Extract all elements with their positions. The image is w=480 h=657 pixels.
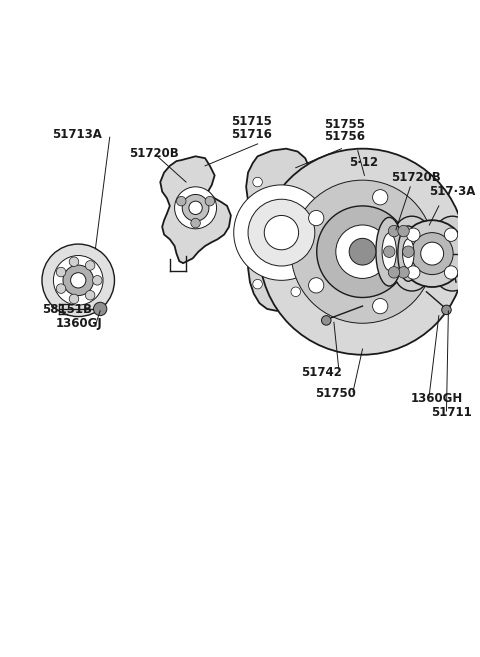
Text: 51720B: 51720B [129,147,179,160]
Circle shape [253,177,263,187]
Circle shape [388,225,400,237]
Circle shape [317,206,408,298]
Circle shape [372,190,388,205]
Text: 1360GJ: 1360GJ [55,317,102,330]
Circle shape [399,220,466,287]
Circle shape [189,201,202,214]
Text: 51713A: 51713A [52,127,102,141]
Text: 517·3A: 517·3A [429,185,476,198]
Circle shape [291,180,434,323]
Circle shape [85,290,95,300]
Ellipse shape [398,226,419,281]
Circle shape [234,185,329,281]
Circle shape [264,215,299,250]
Text: 51750: 51750 [315,387,356,400]
Circle shape [398,225,409,237]
Circle shape [412,244,427,260]
Circle shape [309,278,324,293]
Circle shape [69,294,79,304]
Circle shape [93,275,102,285]
Circle shape [309,210,324,226]
Text: 58151B: 58151B [42,304,92,316]
Circle shape [372,298,388,314]
Text: 51756: 51756 [324,129,365,143]
Circle shape [191,218,200,228]
Circle shape [175,187,216,229]
Circle shape [407,228,420,241]
Circle shape [398,267,409,278]
Circle shape [407,266,420,279]
Circle shape [435,216,469,250]
Circle shape [53,256,103,305]
Circle shape [444,266,458,279]
Circle shape [442,305,451,315]
Circle shape [349,238,376,265]
Circle shape [56,267,66,277]
Circle shape [420,242,444,265]
Circle shape [411,233,453,275]
Circle shape [336,225,389,279]
Circle shape [248,199,315,266]
Polygon shape [160,156,231,263]
Circle shape [71,273,86,288]
Circle shape [177,196,186,206]
Circle shape [291,287,300,296]
Text: 51716: 51716 [231,127,272,141]
Circle shape [260,148,466,355]
Circle shape [94,302,107,315]
Polygon shape [246,148,311,311]
Ellipse shape [382,233,396,270]
Circle shape [322,315,331,325]
Circle shape [56,284,66,294]
Text: 5·12: 5·12 [349,156,378,170]
Circle shape [42,244,115,317]
Circle shape [63,265,94,296]
Circle shape [182,194,209,221]
Circle shape [395,216,429,250]
Text: 51755: 51755 [324,118,365,131]
Text: 51720B: 51720B [391,171,441,183]
Circle shape [69,257,79,267]
Ellipse shape [403,239,414,269]
Circle shape [384,246,395,258]
Text: 1360GH: 1360GH [410,392,462,405]
Text: 51711: 51711 [431,406,472,419]
Circle shape [253,279,263,289]
Circle shape [403,246,414,258]
Text: 51715: 51715 [231,115,272,128]
Circle shape [395,257,429,291]
Ellipse shape [376,217,403,286]
Text: 51742: 51742 [301,366,342,379]
Circle shape [435,257,469,291]
Circle shape [444,228,458,241]
Circle shape [85,261,95,270]
Circle shape [205,196,215,206]
Circle shape [388,267,400,278]
